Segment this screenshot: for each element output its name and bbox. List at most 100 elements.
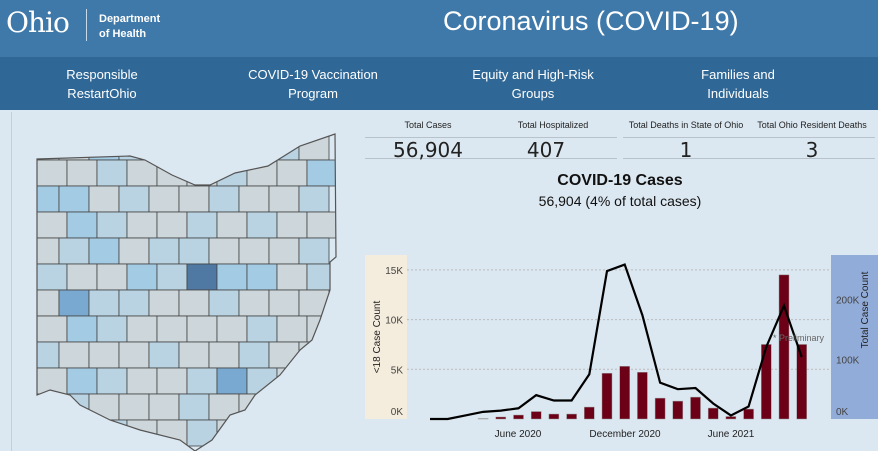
county[interactable] — [238, 185, 270, 213]
ohio-county-map[interactable] — [0, 112, 360, 451]
county[interactable] — [66, 159, 98, 187]
county[interactable] — [208, 289, 240, 317]
county[interactable] — [88, 185, 120, 213]
county[interactable] — [246, 419, 278, 447]
county[interactable] — [29, 289, 60, 317]
county[interactable] — [298, 185, 330, 213]
county[interactable] — [216, 315, 248, 343]
county[interactable] — [178, 341, 210, 369]
county[interactable] — [58, 237, 90, 265]
county[interactable] — [186, 315, 218, 343]
county[interactable] — [268, 289, 300, 317]
county[interactable] — [66, 367, 98, 395]
county[interactable] — [268, 341, 300, 369]
county[interactable] — [37, 315, 68, 343]
county[interactable] — [276, 419, 308, 447]
county[interactable] — [156, 211, 188, 239]
county[interactable] — [126, 367, 158, 395]
county[interactable] — [208, 185, 240, 213]
county[interactable] — [37, 211, 68, 239]
county[interactable] — [276, 367, 308, 395]
county[interactable] — [118, 185, 150, 213]
county[interactable] — [246, 263, 278, 291]
county[interactable] — [29, 341, 60, 369]
cases-chart[interactable]: 0K 5K 10K 15K 0K 100K 200K <18 Case Count Total … — [360, 250, 878, 451]
county[interactable] — [156, 315, 188, 343]
county[interactable] — [96, 159, 128, 187]
nav-responsible-restartohio[interactable]: Responsible RestartOhio — [66, 65, 138, 103]
county[interactable] — [178, 289, 210, 317]
county[interactable] — [178, 185, 210, 213]
county[interactable] — [66, 315, 98, 343]
county[interactable] — [58, 134, 90, 161]
county[interactable] — [268, 237, 300, 265]
county[interactable] — [66, 263, 98, 291]
county[interactable] — [178, 134, 210, 161]
county[interactable] — [156, 159, 188, 187]
county[interactable] — [216, 211, 248, 239]
county[interactable] — [186, 263, 218, 291]
county[interactable] — [208, 134, 240, 161]
county[interactable] — [306, 315, 337, 343]
county[interactable] — [29, 185, 60, 213]
county[interactable] — [238, 393, 270, 421]
county[interactable] — [208, 393, 240, 421]
county[interactable] — [126, 263, 158, 291]
county[interactable] — [126, 211, 158, 239]
county[interactable] — [118, 237, 150, 265]
county[interactable] — [268, 185, 300, 213]
nav-families-individuals[interactable]: Families and Individuals — [701, 65, 775, 103]
county[interactable] — [148, 134, 180, 161]
county[interactable] — [96, 211, 128, 239]
county[interactable] — [88, 289, 120, 317]
county[interactable] — [246, 315, 278, 343]
county[interactable] — [58, 341, 90, 369]
county[interactable] — [238, 341, 270, 369]
county[interactable] — [148, 393, 180, 421]
county[interactable] — [96, 367, 128, 395]
county[interactable] — [216, 263, 248, 291]
county[interactable] — [298, 393, 330, 421]
county[interactable] — [186, 211, 218, 239]
county[interactable] — [126, 315, 158, 343]
county[interactable] — [306, 367, 337, 395]
county[interactable] — [186, 419, 218, 447]
county[interactable] — [186, 159, 218, 187]
county[interactable] — [306, 263, 337, 291]
county[interactable] — [186, 367, 218, 395]
county[interactable] — [276, 211, 308, 239]
county[interactable] — [276, 159, 308, 187]
county[interactable] — [29, 237, 60, 265]
county[interactable] — [268, 393, 300, 421]
county[interactable] — [298, 341, 330, 369]
county[interactable] — [246, 211, 278, 239]
county[interactable] — [148, 341, 180, 369]
county[interactable] — [178, 393, 210, 421]
county[interactable] — [178, 237, 210, 265]
county[interactable] — [148, 289, 180, 317]
county[interactable] — [96, 263, 128, 291]
county[interactable] — [276, 263, 308, 291]
nav-vaccination-program[interactable]: COVID-19 Vaccination Program — [248, 65, 378, 103]
county[interactable] — [148, 237, 180, 265]
county[interactable] — [88, 237, 120, 265]
county[interactable] — [148, 185, 180, 213]
county[interactable] — [66, 419, 98, 447]
county[interactable] — [118, 341, 150, 369]
nav-equity-high-risk[interactable]: Equity and High-Risk Groups — [472, 65, 593, 103]
county[interactable] — [156, 367, 188, 395]
county[interactable] — [238, 289, 270, 317]
county[interactable] — [216, 159, 248, 187]
county[interactable] — [246, 159, 278, 187]
county[interactable] — [58, 185, 90, 213]
ohio-logo[interactable]: Ohio — [6, 6, 70, 39]
county[interactable] — [156, 263, 188, 291]
county[interactable] — [238, 134, 270, 161]
county[interactable] — [37, 263, 68, 291]
county[interactable] — [58, 289, 90, 317]
county[interactable] — [208, 237, 240, 265]
county[interactable] — [276, 315, 308, 343]
county[interactable] — [37, 419, 68, 447]
county[interactable] — [298, 237, 330, 265]
county[interactable] — [298, 289, 330, 317]
